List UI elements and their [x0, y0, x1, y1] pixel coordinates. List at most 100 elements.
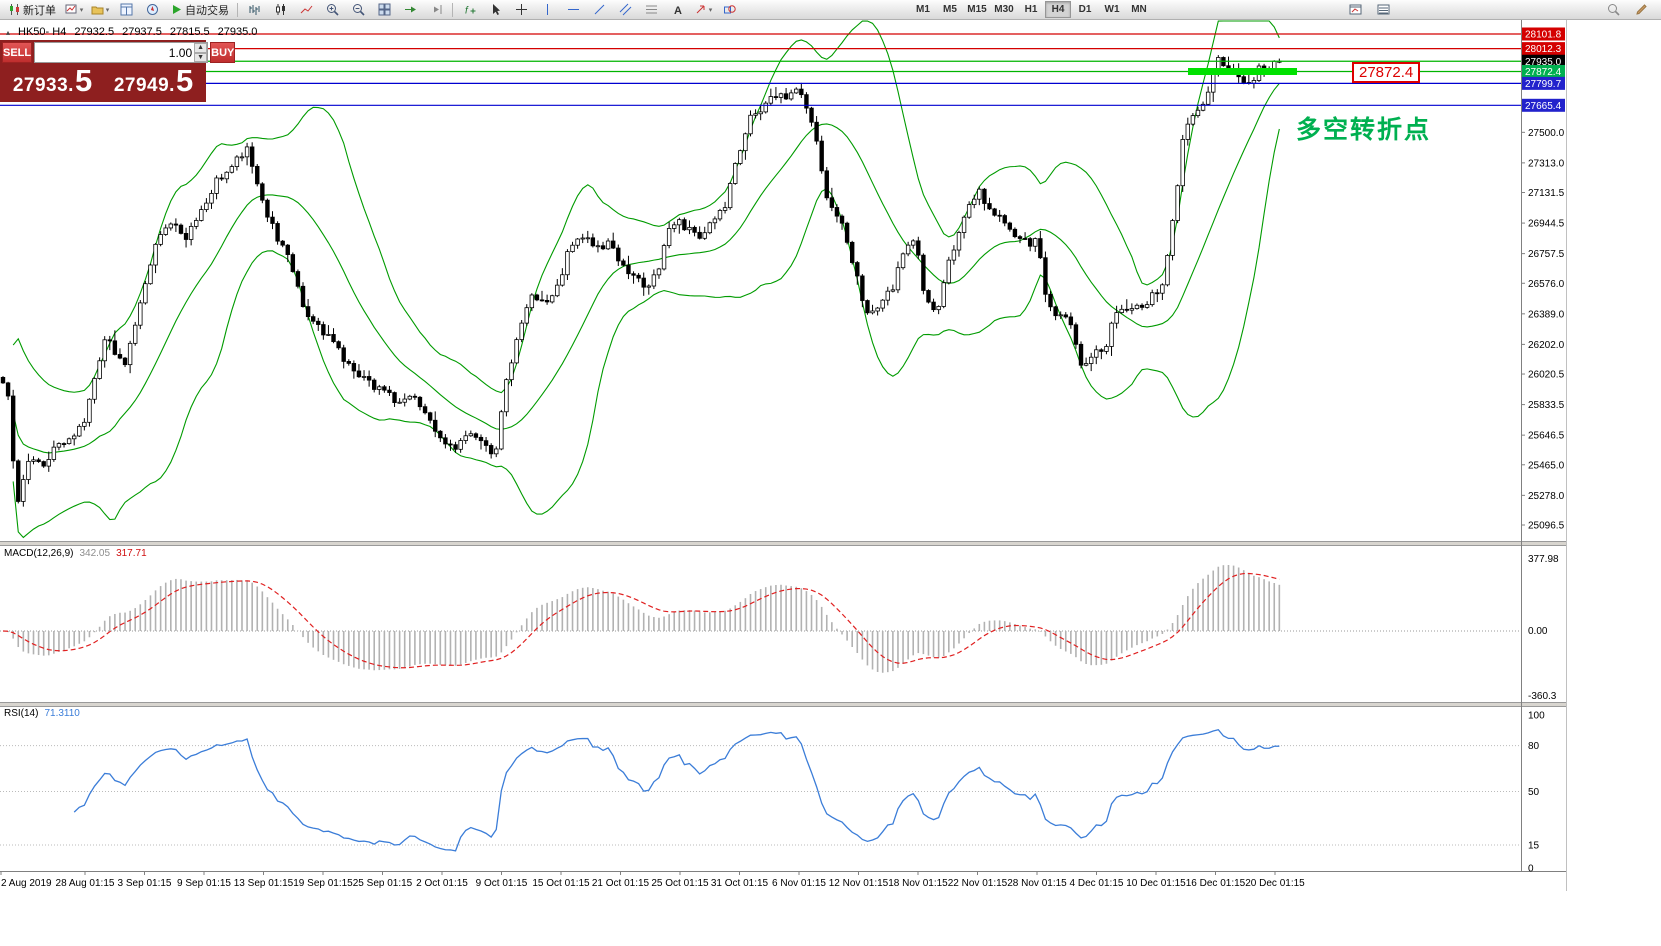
auto-scroll-button[interactable]	[397, 0, 423, 19]
svg-text:12 Nov 01:15: 12 Nov 01:15	[829, 878, 889, 889]
zoom-out-button[interactable]	[345, 0, 371, 19]
timeframe-d1-button[interactable]: D1	[1078, 4, 1092, 15]
svg-text:-360.3: -360.3	[1528, 691, 1557, 702]
shapes-button[interactable]	[716, 0, 742, 19]
auto-trading-play-icon	[173, 5, 181, 14]
edit-button[interactable]	[1628, 0, 1654, 19]
svg-text:26202.0: 26202.0	[1528, 340, 1565, 351]
timeframe-w1-button[interactable]: W1	[1104, 4, 1120, 15]
sell-price[interactable]: 27933. 5	[12, 63, 93, 98]
auto-trading-label: 自动交易	[185, 4, 229, 17]
volume-input[interactable]	[35, 43, 195, 62]
svg-text:80: 80	[1528, 741, 1540, 752]
indicators-icon: f	[465, 6, 476, 16]
chart-window-button[interactable]	[1342, 0, 1368, 19]
close-value: 27935.0	[217, 26, 258, 38]
toolbar-right-group	[1342, 0, 1396, 19]
svg-text:9 Sep 01:15: 9 Sep 01:15	[177, 878, 231, 889]
profiles-button[interactable]: ▾	[87, 0, 113, 19]
svg-text:26020.5: 26020.5	[1528, 370, 1565, 381]
timeframe-m5-button[interactable]: M5	[943, 4, 957, 15]
svg-text:2 Aug 2019: 2 Aug 2019	[1, 878, 52, 889]
symbol-period-label: HK50- H4	[18, 26, 67, 38]
buy-price[interactable]: 27949. 5	[113, 63, 194, 98]
fibonacci-button[interactable]	[638, 0, 664, 19]
svg-text:0.00: 0.00	[1528, 626, 1548, 637]
svg-text:25465.0: 25465.0	[1528, 460, 1565, 471]
svg-text:26944.5: 26944.5	[1528, 219, 1565, 230]
market-watch-button[interactable]	[113, 0, 139, 19]
chart-list-icon	[1377, 3, 1390, 16]
bar-chart-icon	[248, 3, 261, 16]
one-click-panel-toggle-icon[interactable]: ▴	[6, 27, 11, 37]
search-button[interactable]	[1600, 0, 1626, 19]
volume-decrease-button[interactable]: ▼	[194, 52, 208, 62]
svg-text:9 Oct 01:15: 9 Oct 01:15	[476, 878, 528, 889]
macd-main-value: 342.05	[79, 548, 111, 559]
turning-point-annotation: 多空转折点	[1296, 116, 1432, 144]
cursor-button[interactable]	[482, 0, 508, 19]
line-chart-button[interactable]	[293, 0, 319, 19]
new-chart-button[interactable]: ▾	[61, 0, 87, 19]
auto-scroll-icon	[404, 6, 416, 13]
svg-text:377.98: 377.98	[1528, 554, 1559, 565]
vertical-line-button[interactable]	[534, 0, 560, 19]
buy-button[interactable]: BUY	[210, 42, 236, 63]
svg-text:18 Nov 01:15: 18 Nov 01:15	[888, 878, 948, 889]
arrows-icon	[694, 3, 707, 16]
svg-text:27935.0: 27935.0	[1525, 57, 1562, 68]
timeframe-h1-button[interactable]: H1	[1024, 4, 1038, 15]
svg-text:25096.5: 25096.5	[1528, 521, 1565, 532]
auto-trading-button[interactable]: 自动交易	[165, 0, 234, 19]
svg-text:25646.5: 25646.5	[1528, 431, 1565, 442]
price-axis[interactable]	[1521, 20, 1566, 871]
time-axis[interactable]	[0, 871, 1566, 891]
macd-name: MACD(12,26,9)	[4, 548, 74, 559]
svg-text:28 Aug 01:15: 28 Aug 01:15	[56, 878, 115, 889]
trendline-button[interactable]	[586, 0, 612, 19]
new-order-button[interactable]: 新订单	[3, 0, 61, 19]
timeframe-h4-button[interactable]: H4	[1045, 1, 1071, 18]
ohlc-header: ▴ HK50- H4 27932.5 27937.5 27815.5 27935…	[6, 26, 257, 38]
new-order-icon	[10, 3, 19, 16]
volume-increase-button[interactable]: ▲	[194, 43, 208, 53]
sell-button[interactable]: SELL	[2, 42, 33, 63]
zoom-in-icon	[326, 3, 339, 16]
chart-shift-button[interactable]	[423, 0, 449, 19]
channel-button[interactable]	[612, 0, 638, 19]
horizontal-line-icon	[567, 3, 580, 16]
svg-text:26757.5: 26757.5	[1528, 249, 1565, 260]
low-value: 27815.5	[169, 26, 210, 38]
zoom-in-button[interactable]	[319, 0, 345, 19]
rsi-value: 71.3110	[44, 708, 80, 719]
timeframe-m30-button[interactable]: M30	[994, 4, 1014, 15]
bar-chart-button[interactable]	[241, 0, 267, 19]
timeframe-m15-button[interactable]: M15	[967, 4, 987, 15]
horizontal-line-button[interactable]	[560, 0, 586, 19]
text-button[interactable]: A	[664, 0, 690, 19]
market-watch-icon	[120, 3, 133, 16]
volume-spinner: ▲ ▼	[194, 43, 208, 62]
crosshair-button[interactable]	[508, 0, 534, 19]
tile-windows-button[interactable]	[371, 0, 397, 19]
indicators-button[interactable]: f	[456, 0, 482, 19]
timeframe-group: M1 M5 M15 M30 H1 H4 D1 W1 MN	[910, 1, 1152, 18]
navigator-button[interactable]	[139, 0, 165, 19]
svg-text:26576.0: 26576.0	[1528, 279, 1565, 290]
svg-text:27799.7: 27799.7	[1525, 79, 1562, 90]
svg-text:13 Sep 01:15: 13 Sep 01:15	[234, 878, 294, 889]
svg-text:27131.5: 27131.5	[1528, 188, 1565, 199]
timeframe-mn-button[interactable]: MN	[1131, 4, 1147, 15]
timeframe-m1-button[interactable]: M1	[916, 4, 930, 15]
candlestick-chart-button[interactable]	[267, 0, 293, 19]
svg-text:25278.0: 25278.0	[1528, 491, 1565, 502]
dropdown-caret-icon: ▾	[708, 6, 713, 14]
arrows-button[interactable]: ▾	[690, 0, 716, 19]
new-order-label: 新订单	[23, 4, 56, 17]
fibonacci-icon	[645, 3, 658, 16]
chart-list-button[interactable]	[1370, 0, 1396, 19]
buy-label: BUY	[211, 46, 235, 59]
shapes-icon	[723, 3, 736, 16]
